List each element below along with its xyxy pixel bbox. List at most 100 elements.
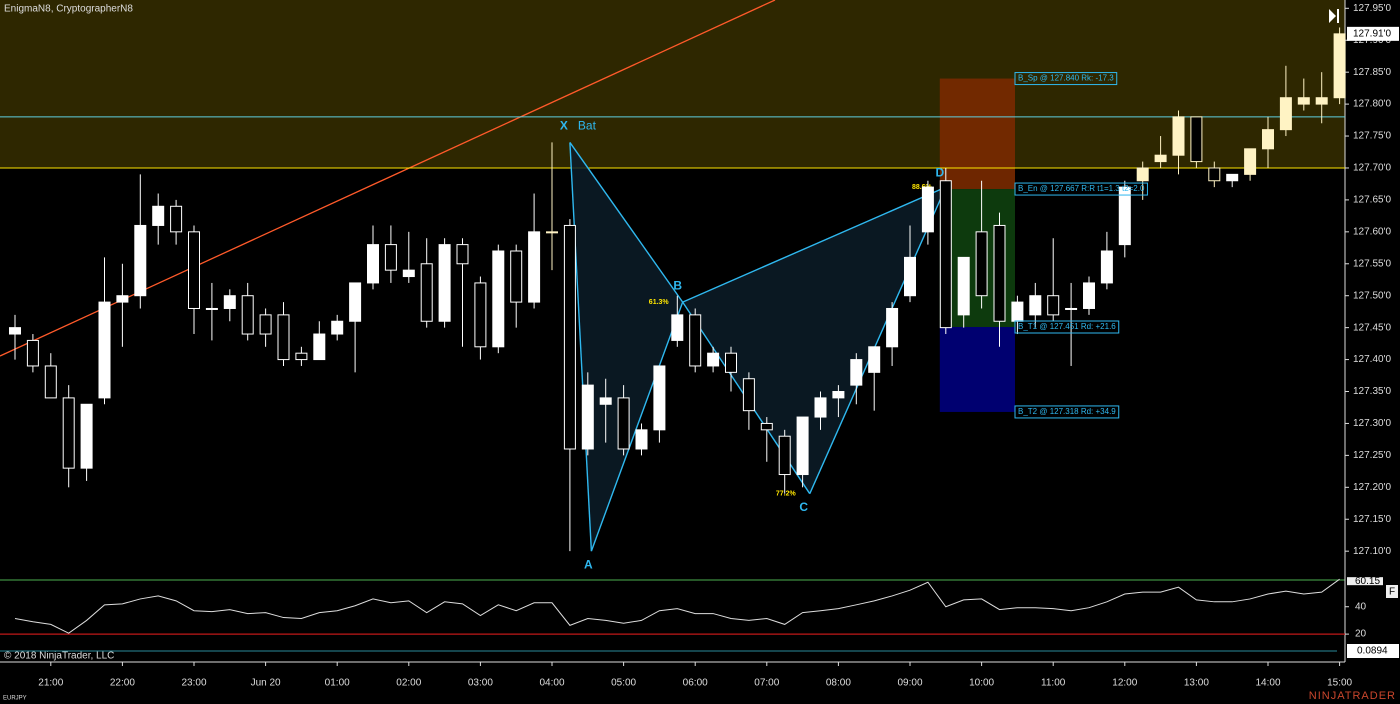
candle-body	[98, 301, 111, 399]
candle-body	[1333, 33, 1346, 99]
candle-body	[259, 314, 272, 335]
candle-body	[223, 295, 236, 309]
time-tick-label: 12:00	[1112, 678, 1137, 689]
order-label-box	[1014, 405, 1120, 419]
price-tick-label: 127.75'0	[1353, 131, 1391, 142]
candle-body	[832, 391, 845, 399]
fib-ratio: 77.2%	[776, 491, 797, 498]
candle-body	[1172, 116, 1185, 156]
candle-body	[599, 397, 612, 405]
candle-body	[921, 186, 934, 233]
price-tick-label: 127.30'0	[1353, 418, 1391, 429]
pattern-leg	[809, 186, 947, 494]
candle-body	[26, 339, 39, 367]
candle-body	[331, 320, 344, 335]
candle-body	[9, 327, 21, 335]
price-tick-label: 127.35'0	[1353, 386, 1391, 397]
candle-body	[546, 231, 558, 234]
time-tick-label: 23:00	[181, 678, 206, 689]
pattern-leg	[569, 142, 684, 303]
time-tick-label: 08:00	[826, 678, 851, 689]
order-label-box	[1014, 182, 1148, 196]
candle-body	[474, 282, 487, 348]
price-tick-label: 127.55'0	[1353, 258, 1391, 269]
target2-zone	[939, 327, 1015, 412]
time-tick-label: 13:00	[1184, 678, 1209, 689]
candle-body	[152, 205, 165, 226]
candle-body	[635, 429, 648, 450]
candle-body	[384, 244, 397, 271]
candle-body	[993, 224, 1006, 322]
time-tick-label: 06:00	[683, 678, 708, 689]
time-tick-label: Jun 20	[251, 678, 281, 689]
indicator-line	[14, 578, 1340, 634]
time-tick-label: 05:00	[611, 678, 636, 689]
pattern-point-label: X	[560, 119, 568, 133]
price-tick-label: 127.50'0	[1353, 290, 1391, 301]
candle-body	[957, 256, 970, 316]
candle-body	[725, 352, 737, 373]
scroll-end-button[interactable]	[1329, 9, 1339, 23]
candle-body	[1047, 295, 1060, 316]
candle-body	[975, 231, 988, 297]
order-label: B_Sp @ 127.840 Rk: -17.3	[1018, 74, 1114, 83]
time-tick-label: 10:00	[969, 678, 994, 689]
candle-body	[1154, 154, 1167, 163]
pattern-leg	[569, 142, 593, 552]
candle-body	[814, 397, 827, 418]
candle-body	[205, 307, 218, 310]
candle-body	[796, 416, 809, 476]
price-tick-label: 127.60'0	[1353, 226, 1391, 237]
candle-body	[939, 180, 952, 329]
indicator-button[interactable]	[1386, 585, 1398, 598]
order-label: B_En @ 127.667 R:R t1=1.3 t2=2.0	[1018, 184, 1145, 193]
candle-body	[134, 224, 147, 297]
candle-body	[1190, 116, 1203, 163]
time-tick-label: 01:00	[325, 678, 350, 689]
price-tick-label: 127.15'0	[1353, 514, 1391, 525]
candle-body	[528, 231, 541, 303]
candle-body	[653, 365, 666, 431]
chart-title: EnigmaN8, CryptographerN8	[4, 4, 133, 15]
price-tick-label: 127.80'0	[1353, 99, 1391, 110]
candle-body	[349, 282, 362, 322]
trend-line	[0, 0, 776, 357]
candle-body	[1297, 97, 1310, 105]
last-price-box	[1347, 26, 1399, 41]
candle-body	[904, 256, 916, 297]
candle-body	[188, 231, 200, 309]
indicator-last-label: 60.15	[1355, 576, 1380, 587]
candle-body	[44, 365, 57, 399]
pattern-point-label: A	[584, 557, 593, 571]
indicator-button-label[interactable]: F	[1389, 587, 1395, 598]
indicator-tick-label: 40	[1355, 601, 1367, 612]
indicator-last-box	[1347, 577, 1383, 586]
price-tick-label: 127.10'0	[1353, 546, 1391, 557]
secondary-last-label: 0.0894	[1357, 646, 1388, 657]
candle-body	[170, 205, 183, 233]
candle-body	[1011, 301, 1024, 322]
pattern-point-label: D	[935, 165, 944, 179]
resistance-zone	[0, 0, 1345, 168]
candle-body	[1279, 97, 1292, 131]
candle-body	[492, 250, 505, 348]
candle-body	[1118, 186, 1131, 246]
order-label-box	[1014, 72, 1118, 86]
candle-body	[1029, 295, 1042, 316]
candle-body	[510, 250, 523, 303]
order-label: B_T2 @ 127.318 Rd: +34.9	[1018, 407, 1116, 416]
price-tick-label: 127.65'0	[1353, 195, 1391, 206]
pattern-point-label: C	[799, 500, 808, 514]
time-tick-label: 14:00	[1255, 678, 1280, 689]
stop-zone	[939, 78, 1015, 190]
candle-body	[689, 314, 702, 367]
time-tick-label: 03:00	[468, 678, 493, 689]
fib-ratio: 61.3%	[649, 299, 670, 306]
candle-body	[707, 352, 720, 367]
candle-body	[241, 295, 254, 335]
candle-body	[868, 346, 881, 373]
pattern-fill	[569, 142, 683, 552]
candle-body	[295, 352, 308, 361]
candle-body	[563, 224, 576, 450]
